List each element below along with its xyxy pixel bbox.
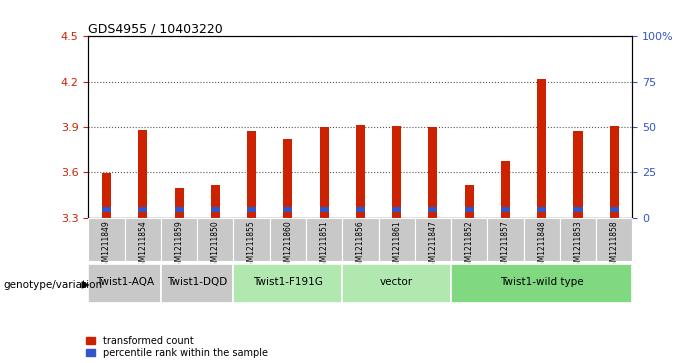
Bar <box>102 173 111 218</box>
Bar <box>501 161 510 218</box>
Bar <box>451 218 488 261</box>
Bar <box>124 218 161 261</box>
Bar <box>356 125 365 218</box>
Bar <box>342 218 379 261</box>
Bar <box>356 207 365 212</box>
Bar <box>138 130 148 218</box>
Bar <box>211 207 220 212</box>
Bar <box>342 264 451 303</box>
Bar <box>451 264 632 303</box>
Bar <box>175 207 184 212</box>
Bar <box>501 207 510 212</box>
Bar <box>88 264 161 303</box>
Bar <box>610 126 619 218</box>
Bar <box>573 207 583 212</box>
Bar <box>596 218 632 261</box>
Bar <box>247 131 256 218</box>
Bar <box>464 207 474 212</box>
Text: Twist1-AQA: Twist1-AQA <box>96 277 154 287</box>
Text: GDS4955 / 10403220: GDS4955 / 10403220 <box>88 22 223 35</box>
Text: GSM1211860: GSM1211860 <box>284 220 292 271</box>
Text: Twist1-DQD: Twist1-DQD <box>167 277 227 287</box>
Bar <box>88 218 124 261</box>
Text: GSM1211853: GSM1211853 <box>573 220 583 271</box>
Bar <box>464 184 474 218</box>
Text: GSM1211855: GSM1211855 <box>247 220 256 271</box>
Bar <box>392 126 401 218</box>
Text: genotype/variation: genotype/variation <box>3 280 103 290</box>
Text: Twist1-wild type: Twist1-wild type <box>500 277 583 287</box>
Text: GSM1211859: GSM1211859 <box>175 220 184 271</box>
Bar <box>428 207 437 212</box>
Text: GSM1211854: GSM1211854 <box>138 220 148 271</box>
Bar <box>560 218 596 261</box>
Bar <box>320 127 328 218</box>
Bar <box>197 218 233 261</box>
Text: GSM1211858: GSM1211858 <box>610 220 619 270</box>
Bar <box>415 218 451 261</box>
Text: Twist1-F191G: Twist1-F191G <box>253 277 323 287</box>
Text: GSM1211852: GSM1211852 <box>464 220 474 270</box>
Bar <box>247 207 256 212</box>
Bar <box>270 218 306 261</box>
Text: GSM1211848: GSM1211848 <box>537 220 546 270</box>
Bar <box>211 184 220 218</box>
Bar <box>379 218 415 261</box>
Bar <box>233 218 270 261</box>
Bar <box>175 188 184 218</box>
Bar <box>610 207 619 212</box>
Bar <box>138 207 148 212</box>
Bar <box>320 207 328 212</box>
Text: vector: vector <box>380 277 413 287</box>
Text: GSM1211851: GSM1211851 <box>320 220 328 270</box>
Bar <box>428 127 437 218</box>
Bar <box>284 139 292 218</box>
Bar <box>306 218 342 261</box>
Bar <box>284 207 292 212</box>
Legend: transformed count, percentile rank within the sample: transformed count, percentile rank withi… <box>86 336 268 358</box>
Text: GSM1211850: GSM1211850 <box>211 220 220 271</box>
Bar <box>392 207 401 212</box>
Bar <box>488 218 524 261</box>
Text: GSM1211849: GSM1211849 <box>102 220 111 271</box>
Text: GSM1211847: GSM1211847 <box>428 220 437 271</box>
Bar <box>102 207 111 212</box>
Bar <box>161 264 233 303</box>
Bar <box>573 131 583 218</box>
Bar <box>161 218 197 261</box>
Text: GSM1211861: GSM1211861 <box>392 220 401 270</box>
Text: GSM1211857: GSM1211857 <box>501 220 510 271</box>
Bar <box>537 79 546 218</box>
Bar <box>233 264 342 303</box>
Text: GSM1211856: GSM1211856 <box>356 220 365 271</box>
Bar <box>537 207 546 212</box>
Bar <box>524 218 560 261</box>
